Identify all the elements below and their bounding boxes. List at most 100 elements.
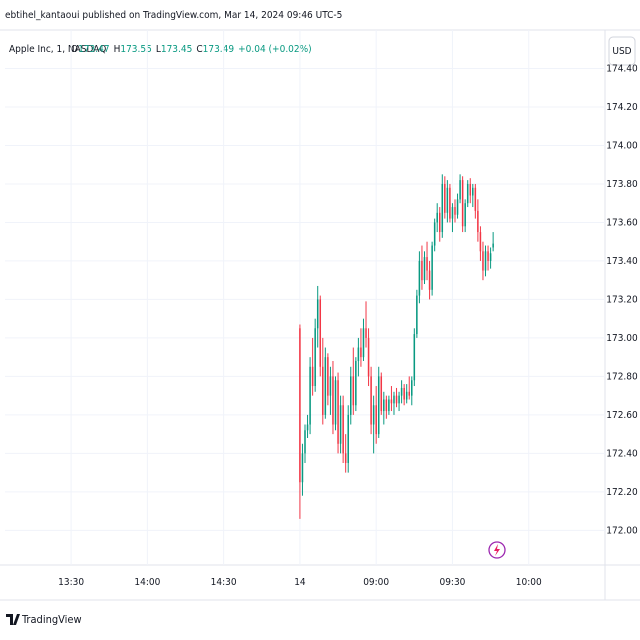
candle-body bbox=[408, 391, 410, 396]
candle-body bbox=[461, 180, 464, 227]
candle-body bbox=[332, 376, 334, 425]
symbol: Apple Inc, 1, NASDAQ bbox=[9, 44, 106, 55]
candle-body bbox=[451, 207, 454, 219]
symbol-legend: Apple Inc, 1, NASDAQ bbox=[9, 44, 106, 55]
candle-body bbox=[436, 212, 438, 223]
candle-body bbox=[334, 380, 337, 425]
ohlc-label: O bbox=[71, 44, 78, 55]
x-tick-label: 09:00 bbox=[363, 577, 389, 588]
candle-body bbox=[360, 347, 362, 358]
change: +0.04 (+0.02%) bbox=[238, 44, 312, 55]
currency-label[interactable]: USD bbox=[612, 46, 631, 57]
candle-body bbox=[342, 405, 344, 454]
candle-body bbox=[413, 334, 416, 381]
x-tick-label: 14 bbox=[294, 577, 306, 588]
tv-logo bbox=[6, 614, 20, 625]
candle-body bbox=[398, 395, 400, 404]
brand: TradingView bbox=[21, 613, 82, 626]
candle-body bbox=[421, 260, 423, 281]
candle-body bbox=[431, 245, 433, 290]
candle-body bbox=[472, 187, 474, 196]
candle-body bbox=[388, 399, 390, 412]
candle-body bbox=[362, 328, 365, 358]
y-tick-label: 174.20 bbox=[606, 102, 638, 113]
candle-body bbox=[367, 337, 370, 377]
candle-body bbox=[339, 405, 342, 444]
candle-body bbox=[400, 387, 403, 396]
y-tick-label: 172.60 bbox=[606, 410, 638, 421]
candle-body bbox=[454, 207, 456, 215]
currency-box[interactable] bbox=[608, 36, 636, 66]
candle-body bbox=[395, 395, 398, 404]
candle-body bbox=[370, 376, 372, 425]
candle-body bbox=[426, 257, 428, 271]
candle-body bbox=[479, 232, 482, 252]
candle-body bbox=[365, 328, 367, 338]
candle-body bbox=[456, 199, 459, 215]
candle-body bbox=[428, 270, 431, 290]
candle-body bbox=[484, 251, 487, 271]
ohlc-value: 173.55 bbox=[120, 44, 151, 55]
candle-body bbox=[449, 187, 451, 219]
candle-body bbox=[444, 183, 446, 213]
candle-body bbox=[309, 366, 311, 425]
ohlc-value: 173.47 bbox=[78, 44, 109, 55]
candle-body bbox=[423, 257, 426, 281]
candle-body bbox=[474, 187, 477, 211]
lightning-bolt bbox=[494, 544, 500, 556]
x-tick-label: 09:30 bbox=[439, 577, 465, 588]
candle-body bbox=[350, 376, 352, 415]
y-tick-label: 172.40 bbox=[606, 448, 638, 459]
ohlc-value: 173.45 bbox=[161, 44, 192, 55]
candle-body bbox=[329, 376, 332, 396]
candle-body bbox=[416, 295, 418, 335]
y-tick-label: 173.00 bbox=[606, 333, 638, 344]
candle-body bbox=[322, 366, 324, 415]
candle-body bbox=[327, 357, 329, 396]
y-tick-label: 174.00 bbox=[606, 140, 638, 151]
candle-body bbox=[390, 399, 393, 404]
ohlc-value: 173.49 bbox=[203, 44, 235, 55]
candle-body bbox=[299, 328, 301, 483]
candle-body bbox=[375, 405, 377, 435]
y-tick-label: 173.20 bbox=[606, 294, 638, 305]
candle-body bbox=[344, 453, 347, 464]
candle-body bbox=[380, 376, 383, 412]
candle-body bbox=[482, 251, 484, 271]
ohlc-label: L bbox=[156, 44, 161, 55]
candle-body bbox=[469, 183, 472, 196]
candle-body bbox=[466, 183, 469, 204]
candle-body bbox=[372, 405, 375, 425]
candle-body bbox=[459, 180, 461, 200]
candle-body bbox=[464, 203, 466, 227]
y-tick-label: 174.40 bbox=[606, 63, 638, 74]
candle-body bbox=[301, 453, 304, 483]
candle-body bbox=[446, 187, 449, 213]
x-tick-label: 13:30 bbox=[58, 577, 84, 588]
candle-body bbox=[324, 357, 327, 415]
ohlc-label: H bbox=[114, 44, 121, 55]
candle-body bbox=[355, 361, 357, 406]
candle-body bbox=[438, 212, 441, 233]
x-tick-label: 10:00 bbox=[516, 577, 542, 588]
x-tick-label: 14:30 bbox=[211, 577, 237, 588]
y-tick-label: 173.40 bbox=[606, 256, 638, 267]
ohlc-values: O173.47 H173.55 L173.45 C173.49 +0.04 (+0.02… bbox=[71, 44, 312, 55]
candle-body bbox=[393, 395, 395, 404]
candle-body bbox=[403, 387, 405, 400]
candle-body bbox=[477, 210, 479, 233]
candle-body bbox=[306, 424, 309, 431]
candle-body bbox=[352, 376, 355, 406]
ohlc-legend: O173.47 H173.55 L173.45 C173.49 +0.04 (+0.02… bbox=[71, 44, 312, 55]
candle-body bbox=[304, 430, 306, 454]
y-tick-label: 173.60 bbox=[606, 217, 638, 228]
candle-body bbox=[492, 243, 494, 248]
plot-area bbox=[5, 30, 605, 565]
candle-body bbox=[316, 299, 319, 329]
publish-header: ebtihel_kantaoui published on TradingVie… bbox=[5, 10, 342, 21]
candle-body bbox=[383, 399, 385, 412]
candle-body bbox=[347, 414, 349, 464]
x-tick-label: 14:00 bbox=[134, 577, 160, 588]
candle-body bbox=[411, 380, 413, 396]
